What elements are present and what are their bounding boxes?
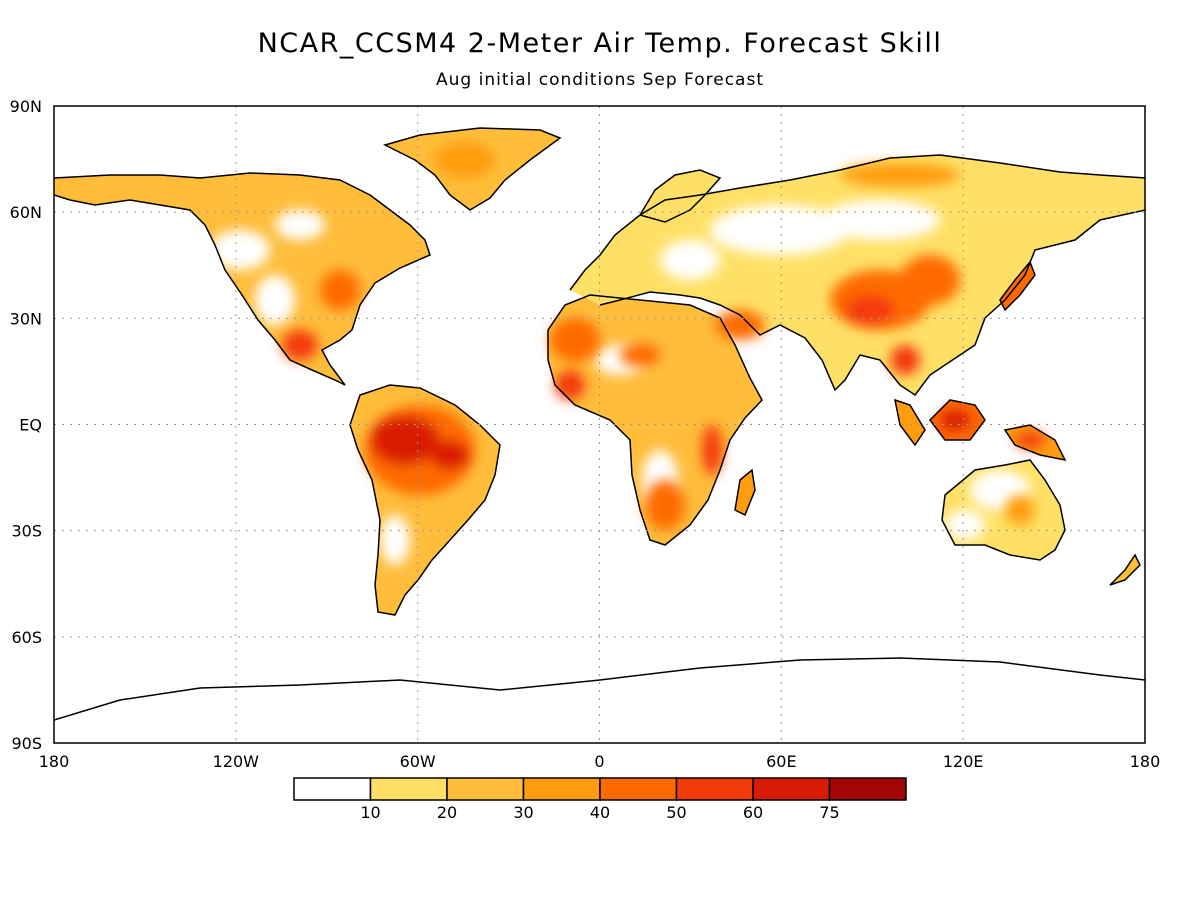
longitude-tick-label: 120E — [943, 752, 984, 771]
colorbar-label: 50 — [666, 803, 686, 822]
colorbar-swatch — [752, 777, 831, 801]
longitude-tick-label: 0 — [594, 752, 604, 771]
map-subtitle: Aug initial conditions Sep Forecast — [436, 70, 764, 90]
map-title: NCAR_CCSM4 2-Meter Air Temp. Forecast Sk… — [257, 28, 943, 59]
colorbar-swatch — [522, 777, 601, 801]
colorbar-label: 75 — [819, 803, 839, 822]
colorbar-label: 20 — [437, 803, 457, 822]
scandinavia-landmass — [640, 170, 720, 222]
grid-lines — [54, 106, 1145, 743]
sumatra-landmass — [895, 400, 925, 445]
skill-shading — [54, 128, 1145, 743]
colorbar: 10 20 30 40 50 60 75 — [293, 777, 907, 822]
colorbar-label: 30 — [513, 803, 533, 822]
colorbar-swatch — [369, 777, 448, 801]
north-america-landmass — [54, 173, 430, 385]
colorbar-swatch — [828, 777, 907, 801]
longitude-tick-label: 180 — [39, 752, 70, 771]
longitude-labels: 180 120W 60W 0 60E 120E 180 — [39, 752, 1161, 771]
antarctica-landmass — [54, 658, 1145, 743]
skill-hotspots — [282, 142, 1045, 530]
latitude-labels: 90N 60N 30N EQ 30S 60S 90S — [10, 97, 42, 753]
latitude-tick-label: 30S — [11, 522, 42, 541]
colorbar-label: 10 — [360, 803, 380, 822]
map-frame — [53, 105, 1146, 744]
colorbar-swatch — [675, 777, 754, 801]
japan-landmass — [1000, 262, 1035, 310]
longitude-tick-label: 60W — [400, 752, 436, 771]
latitude-tick-label: 30N — [10, 309, 42, 328]
latitude-tick-label: EQ — [19, 416, 42, 435]
colorbar-swatch — [446, 777, 525, 801]
longitude-tick-label: 120W — [213, 752, 260, 771]
latitude-tick-label: 60N — [10, 203, 42, 222]
colorbar-label: 40 — [590, 803, 610, 822]
latitude-tick-label: 90S — [11, 734, 42, 753]
longitude-tick-label: 60E — [766, 752, 796, 771]
colorbar-label: 60 — [743, 803, 763, 822]
latitude-tick-label: 60S — [11, 628, 42, 647]
colorbar-swatch — [293, 777, 372, 801]
longitude-tick-label: 180 — [1130, 752, 1161, 771]
latitude-tick-label: 90N — [10, 97, 42, 116]
colorbar-swatch — [599, 777, 678, 801]
